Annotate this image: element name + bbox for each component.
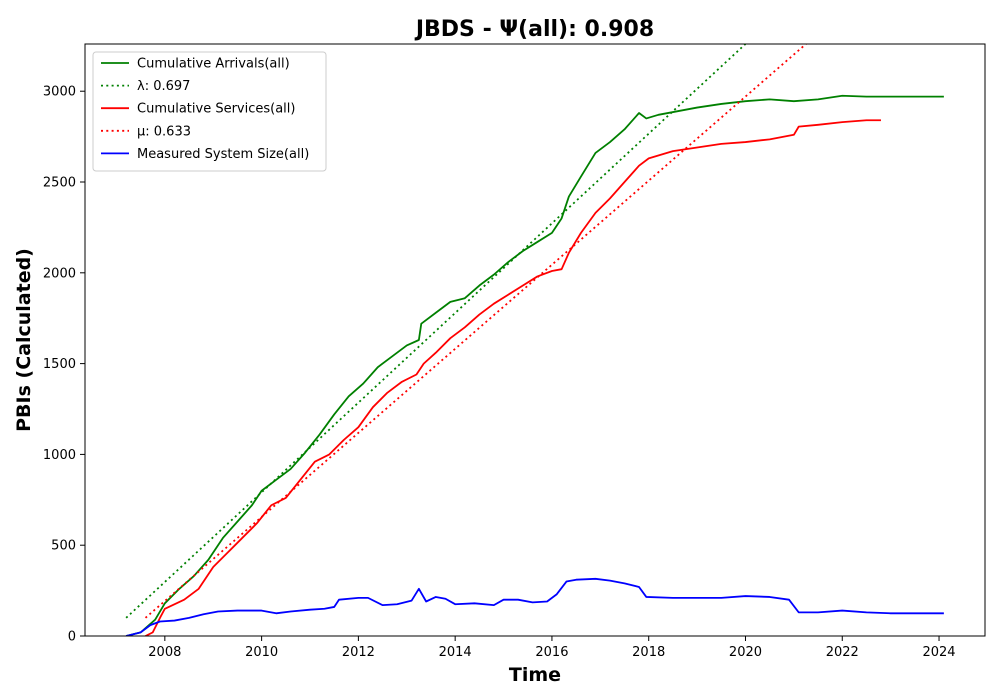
chart-title: JBDS - Ψ(all): 0.908 [414,17,654,42]
series-line-4 [125,577,944,636]
plot-frame [84,43,986,637]
x-tick-label: 2022 [826,645,859,660]
x-tick-label: 2008 [148,645,181,660]
x-axis-ticks: 2008 2010 2012 2014 2016 2018 2020 2022 2024 [148,636,956,660]
x-tick-label: 2014 [439,645,472,660]
y-tick-label: 1500 [43,357,76,372]
y-tick-label: 2500 [43,176,76,191]
series-line-0 [125,94,944,636]
y-axis-label: PBIs (Calculated) [13,248,35,432]
legend-label: Measured System Size(all) [137,147,309,162]
x-axis-label: Time [509,664,561,686]
x-tick-label: 2016 [535,645,568,660]
legend-label: λ: 0.697 [137,79,190,94]
x-tick-label: 2020 [729,645,762,660]
x-tick-label: 2010 [245,645,278,660]
plot-area [125,44,944,636]
series-line-2 [145,119,881,636]
y-tick-label: 0 [68,630,76,645]
y-tick-label: 2000 [43,266,76,281]
legend-box [92,51,327,172]
legend-label: Cumulative Services(all) [137,102,295,117]
y-tick-label: 3000 [43,85,76,100]
legend-label: μ: 0.633 [137,124,191,139]
x-tick-label: 2018 [632,645,665,660]
y-tick-label: 1000 [43,448,76,463]
x-tick-label: 2024 [922,645,955,660]
legend: Cumulative Arrivals(all) λ: 0.697 Cumulati… [92,51,327,172]
y-tick-label: 500 [51,539,76,554]
x-tick-label: 2012 [342,645,375,660]
y-axis-ticks: 0 500 1000 1500 2000 2500 3000 [43,85,85,645]
legend-label: Cumulative Arrivals(all) [137,57,290,72]
